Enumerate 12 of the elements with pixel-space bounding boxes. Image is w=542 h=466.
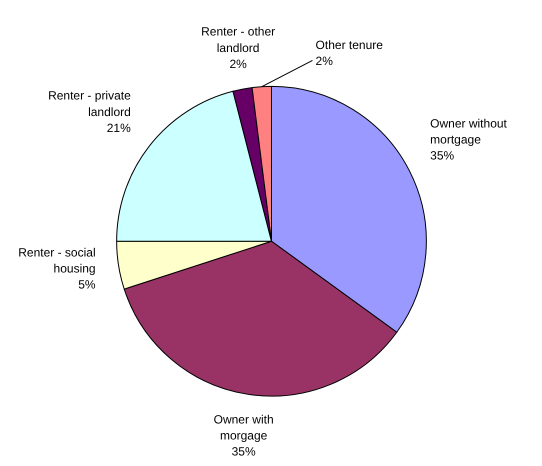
data-label: 21% [106, 120, 132, 135]
slice-label: Other tenure [316, 38, 384, 52]
data-label: 35% [232, 444, 256, 459]
slice-label: Owner with morgage [214, 412, 274, 443]
data-label: 5% [78, 277, 96, 292]
slice-label: Renter - other landlord [201, 24, 276, 55]
slice-label: Renter - social housing [18, 245, 96, 276]
data-label: 35% [430, 148, 455, 163]
data-label: 2% [316, 54, 334, 68]
slice-label: Owner without mortgage [430, 116, 508, 146]
data-label: 2% [229, 56, 248, 71]
slice-label: Renter - private landlord [48, 88, 132, 119]
